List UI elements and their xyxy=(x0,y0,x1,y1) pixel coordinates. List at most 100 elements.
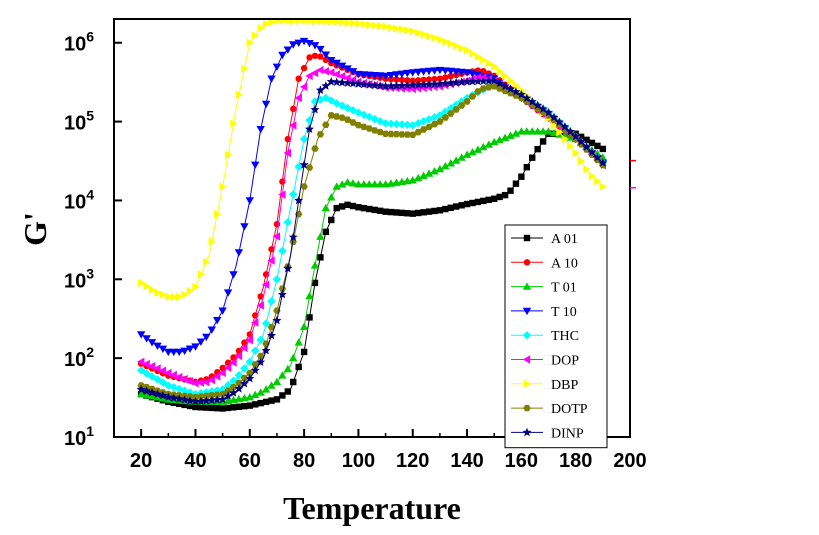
series-point xyxy=(229,271,238,279)
series-point xyxy=(299,322,309,330)
series-point xyxy=(223,363,232,372)
series-point xyxy=(338,203,346,210)
series-point xyxy=(457,102,466,109)
series-point xyxy=(594,177,602,186)
legend-label: A 10 xyxy=(551,256,578,271)
series-point xyxy=(337,62,347,70)
series-point xyxy=(485,59,493,68)
x-tick-label: 100 xyxy=(342,450,375,472)
x-tick-label: 20 xyxy=(130,450,152,472)
series-point xyxy=(560,122,570,131)
legend-item: DOP xyxy=(511,354,579,369)
series-point xyxy=(246,38,254,47)
series-point xyxy=(496,67,504,76)
series-point xyxy=(436,207,444,214)
series-point xyxy=(343,73,351,83)
legend-item: T 01 xyxy=(511,281,577,296)
series-point xyxy=(234,384,244,393)
series-point xyxy=(246,369,254,377)
series-point xyxy=(424,169,434,177)
series-point xyxy=(435,79,445,88)
series-point xyxy=(317,254,324,261)
series-point xyxy=(376,207,384,215)
series-point xyxy=(153,389,162,398)
series-point xyxy=(447,72,454,80)
series-point xyxy=(241,339,248,346)
series-point xyxy=(398,76,406,84)
series-point xyxy=(223,289,233,297)
series-point xyxy=(267,324,276,331)
series-point xyxy=(294,338,303,346)
series-point xyxy=(447,204,454,211)
series-point xyxy=(240,374,249,382)
legend: A 01 A 10 T 01 T 10 THC DOP DBP DOTP DINP xyxy=(504,224,608,449)
y-tick-label: 103 xyxy=(64,265,94,292)
series-point xyxy=(408,69,417,77)
series-point xyxy=(137,389,146,398)
series-point xyxy=(354,180,363,188)
series-point xyxy=(463,200,471,208)
series-point xyxy=(387,23,396,32)
legend-item: DBP xyxy=(511,378,578,393)
series-point xyxy=(176,292,184,301)
series-point xyxy=(382,22,390,31)
series-point xyxy=(435,164,445,173)
series-point xyxy=(457,68,466,77)
series-point xyxy=(582,142,591,151)
series-point xyxy=(158,345,168,353)
series-point xyxy=(136,384,146,394)
series-point xyxy=(463,46,472,55)
series-point xyxy=(214,404,221,412)
series-point xyxy=(556,128,564,137)
series-point xyxy=(288,232,298,241)
series-point xyxy=(289,41,298,49)
series-point xyxy=(474,52,483,61)
series-point xyxy=(359,180,369,188)
series-point xyxy=(181,290,189,299)
series-point xyxy=(332,77,342,86)
legend-label: THC xyxy=(551,329,579,344)
series-point xyxy=(229,384,238,391)
legend-label: DOP xyxy=(551,354,579,369)
series-point xyxy=(473,145,483,153)
series-point xyxy=(446,104,455,113)
series-point xyxy=(170,292,178,301)
series-point xyxy=(207,395,217,405)
series-point xyxy=(197,270,206,279)
series-point xyxy=(185,388,195,397)
series-point xyxy=(283,364,292,373)
series-point xyxy=(186,402,194,410)
series-point xyxy=(218,394,228,404)
series-point xyxy=(447,39,455,48)
series-point xyxy=(148,285,157,294)
series-point xyxy=(577,157,586,166)
series-point xyxy=(469,49,477,58)
series-point xyxy=(289,121,297,130)
series-point xyxy=(250,365,260,375)
series-point xyxy=(507,76,515,85)
series-point xyxy=(245,197,254,205)
series-point xyxy=(143,282,151,291)
series-point xyxy=(202,392,210,400)
series-point xyxy=(419,126,428,133)
series-point xyxy=(333,19,341,27)
series-point xyxy=(272,232,281,241)
series-point xyxy=(355,19,363,28)
series-point xyxy=(142,391,151,399)
series-point xyxy=(164,348,173,357)
series-point xyxy=(430,113,439,122)
series-point xyxy=(305,71,313,81)
series-point xyxy=(462,150,472,158)
series-point xyxy=(512,180,520,187)
series-point xyxy=(386,119,396,128)
series-point xyxy=(299,134,309,144)
series-point xyxy=(414,209,422,217)
series-point xyxy=(533,100,543,110)
series-point xyxy=(252,31,260,40)
series-point xyxy=(507,187,514,194)
series-point xyxy=(299,37,309,46)
series-point xyxy=(408,176,417,184)
x-tick-label: 120 xyxy=(396,450,429,472)
series-point xyxy=(360,20,369,29)
